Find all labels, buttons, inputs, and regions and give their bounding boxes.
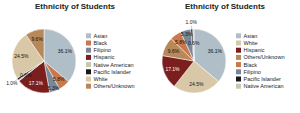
legend-label: Hispanic — [244, 47, 265, 53]
pie-panel: Ethnicity of Students AsianBlackFilipinoH… — [6, 2, 134, 93]
legend-swatch — [236, 69, 241, 74]
legend-swatch — [236, 62, 241, 67]
data-labels: 36.1% 5.8% 5.3% 17.1% 0.6%1.0% 24.5% 9.6% — [6, 36, 72, 91]
data-label: 36.1% — [58, 48, 73, 54]
slices — [162, 29, 226, 93]
data-label: 9.6% — [168, 48, 180, 54]
legend-label: Asian — [244, 33, 258, 39]
legend-swatch — [86, 41, 91, 46]
legend-swatch — [236, 41, 241, 46]
data-label: 1.0% — [186, 19, 198, 25]
data-label: 24.5% — [189, 81, 204, 87]
legend-label: Native American — [94, 62, 134, 68]
data-label: 1.0% — [6, 80, 18, 86]
data-label: 0.6% — [20, 72, 32, 78]
data-label: 17.1% — [29, 80, 44, 86]
legend-swatch — [86, 33, 91, 38]
legend-swatch — [236, 77, 241, 82]
pie-panel: Ethnicity of Students AsianWhiteHispanicO… — [162, 2, 284, 93]
data-label: 5.8% — [175, 39, 187, 45]
data-label: 5.3% — [181, 31, 193, 37]
leader-line — [15, 79, 18, 81]
data-label: 9.6% — [31, 36, 43, 42]
legend: AsianWhiteHispanicOthers/Unknown BlackFil… — [236, 33, 284, 89]
legend-label: Others/Unknown — [94, 83, 135, 89]
legend-label: Asian — [94, 33, 108, 39]
legend-label: Filipino — [94, 47, 111, 53]
legend-swatch — [236, 84, 241, 89]
data-label: 36.1% — [208, 48, 223, 54]
legend-label: Black — [244, 62, 258, 68]
data-label: 5.8% — [53, 76, 65, 82]
legend-label: Native American — [244, 83, 284, 89]
chart: Ethnicity of StudentsAsianBlackFilipinoH… — [0, 0, 300, 113]
legend-swatch — [86, 62, 91, 67]
legend-label: White — [94, 76, 108, 82]
legend-label: Pacific Islander — [94, 69, 131, 75]
pie-slice — [26, 29, 44, 61]
chart-title: Ethnicity of Students — [35, 2, 116, 11]
legend-swatch — [86, 69, 91, 74]
data-label: 5.3% — [48, 85, 60, 91]
slices — [12, 29, 76, 93]
legend-swatch — [86, 77, 91, 82]
legend-label: Hispanic — [94, 54, 115, 60]
chart-title: Ethnicity of Students — [185, 2, 266, 11]
pie-slice — [12, 35, 44, 79]
legend-swatch — [86, 84, 91, 89]
data-labels: 36.1% 24.5% 17.1% 9.6% 5.8% 5.3% 1.0% 0.6% — [165, 19, 222, 87]
legend-swatch — [236, 48, 241, 53]
data-label: 0.6% — [188, 40, 200, 46]
leader-line — [191, 26, 192, 29]
legend-label: Black — [94, 40, 108, 46]
legend-swatch — [236, 55, 241, 60]
legend-label: Others/Unknown — [244, 54, 285, 60]
legend-swatch — [86, 48, 91, 53]
legend-label: White — [244, 40, 258, 46]
legend-label: Pacific Islander — [244, 76, 281, 82]
legend-label: Filipino — [244, 69, 261, 75]
data-label: 17.1% — [165, 66, 180, 72]
legend-swatch — [86, 55, 91, 60]
legend: AsianBlackFilipinoHispanic Native America… — [86, 33, 134, 89]
data-label: 24.5% — [14, 53, 29, 59]
legend-swatch — [236, 33, 241, 38]
